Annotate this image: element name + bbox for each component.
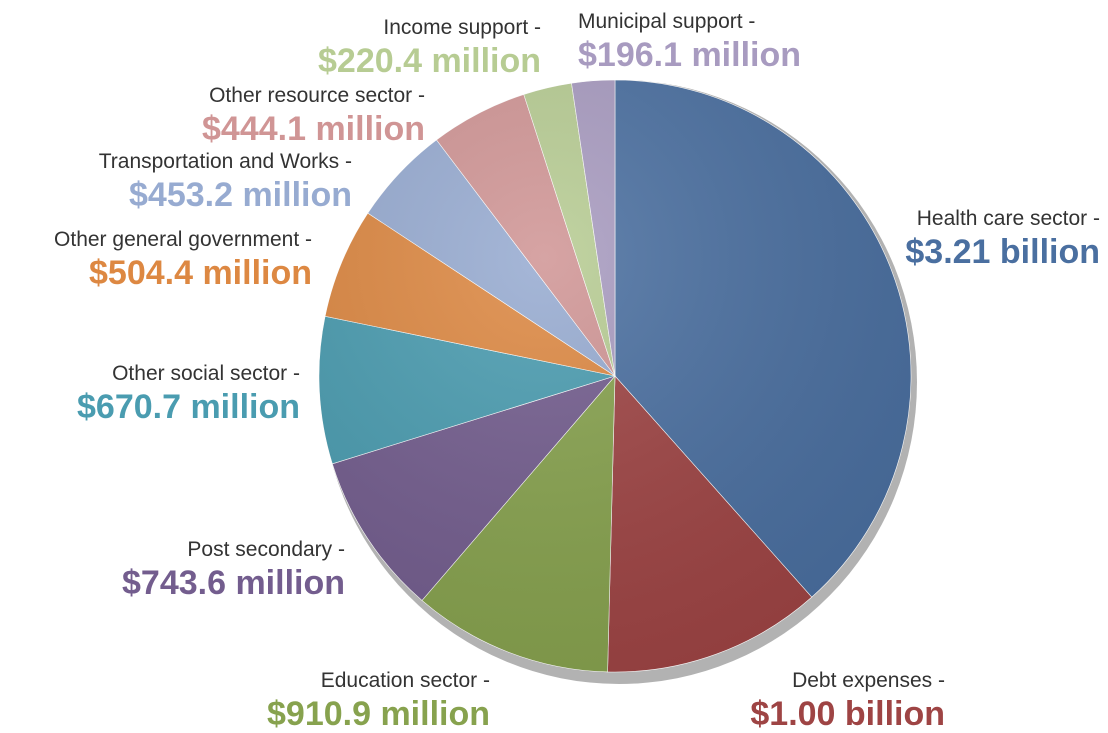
slice-value-label: $743.6 million <box>122 564 345 602</box>
slice-name-label: Debt expenses - <box>792 669 945 692</box>
slice-value-label: $444.1 million <box>202 110 425 148</box>
slice-name-label: Other general government - <box>54 228 312 251</box>
slice-value-label: $1.00 billion <box>750 695 945 733</box>
slice-name-label: Post secondary - <box>187 538 345 561</box>
slice-value-label: $670.7 million <box>77 388 300 426</box>
slice-value-label: $453.2 million <box>129 176 352 214</box>
slice-value-label: $910.9 million <box>267 695 490 733</box>
slice-value-label: $504.4 million <box>89 254 312 292</box>
slice-name-label: Other resource sector - <box>209 84 425 107</box>
slice-name-label: Health care sector - <box>917 207 1100 230</box>
slice-name-label: Transportation and Works - <box>99 150 352 173</box>
pie-labels: Health care sector - $3.21 billion Debt ex… <box>54 10 1100 733</box>
slice-value-label: $196.1 million <box>578 36 801 74</box>
slice-name-label: Income support - <box>383 16 541 39</box>
slice-value-label: $3.21 billion <box>905 233 1100 271</box>
slice-name-label: Other social sector - <box>112 362 300 385</box>
slice-name-label: Education sector - <box>321 669 490 692</box>
pie-slices <box>318 79 912 673</box>
slice-value-label: $220.4 million <box>318 42 541 80</box>
slice-name-label: Municipal support - <box>578 10 755 33</box>
